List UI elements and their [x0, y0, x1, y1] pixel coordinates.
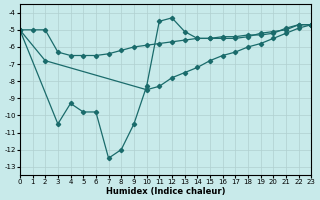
X-axis label: Humidex (Indice chaleur): Humidex (Indice chaleur)	[106, 187, 225, 196]
